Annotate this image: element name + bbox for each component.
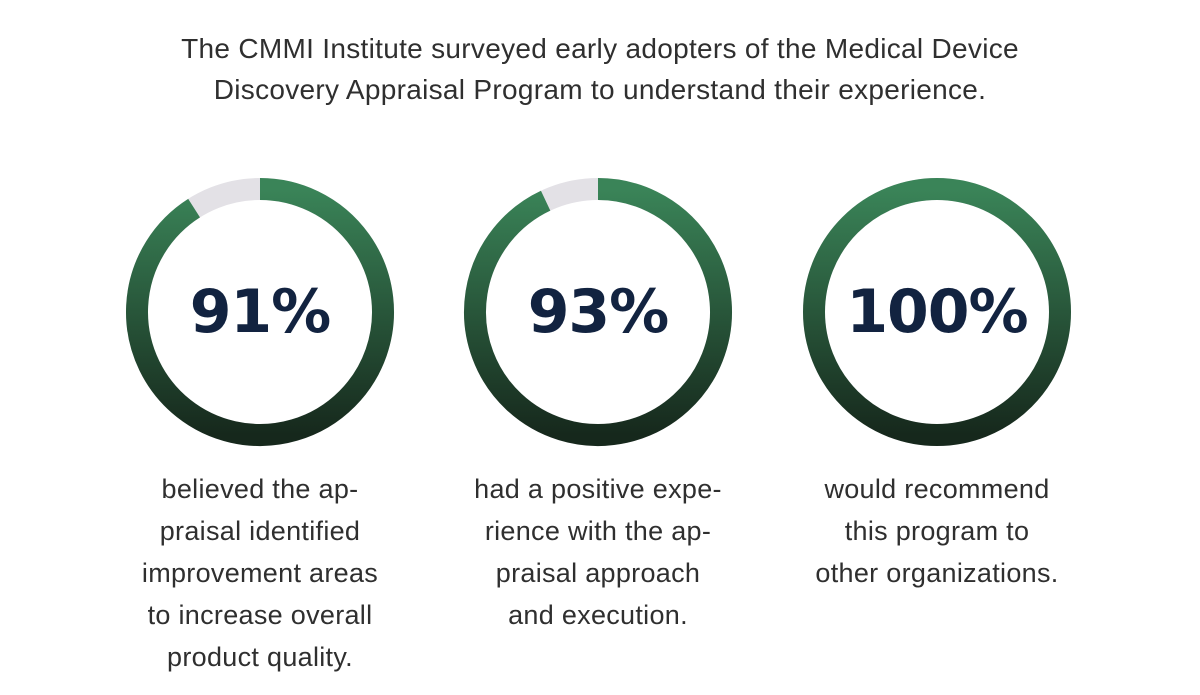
donut-ring-1: 91% — [120, 172, 400, 452]
description-line: rience with the ap- — [484, 516, 712, 546]
donut-chart-2 — [464, 178, 733, 446]
stat-description-2: had a positive expe- rience with the ap-… — [428, 468, 768, 636]
donut-chart-1 — [126, 178, 394, 446]
intro-line-2: Discovery Appraisal Program to understan… — [213, 74, 987, 105]
description-line: other organizations. — [815, 558, 1059, 588]
description-line: had a positive expe- — [474, 474, 722, 504]
description-line: product quality. — [167, 642, 353, 672]
donut-value-arc — [803, 178, 1071, 446]
intro-line-1: The CMMI Institute surveyed early adopte… — [181, 33, 1019, 64]
donut-value-arc — [126, 178, 394, 446]
donut-ring-2: 93% — [458, 172, 738, 452]
percentage-value-2: 93% — [527, 277, 670, 347]
description-line: to increase overall — [147, 600, 373, 630]
percentage-value-3: 100% — [846, 277, 1028, 347]
description-line: believed the ap- — [161, 474, 359, 504]
description-line: would recommend — [824, 474, 1050, 504]
description-line: praisal identified — [159, 516, 361, 546]
donut-value-arc — [464, 178, 733, 446]
donut-ring-3: 100% — [797, 172, 1077, 452]
stat-block-3: 100% — [797, 172, 1077, 452]
description-line: this program to — [844, 516, 1030, 546]
donut-chart-3 — [803, 178, 1071, 446]
percentage-value-1: 91% — [189, 277, 332, 347]
stat-description-1: believed the ap- praisal identified impr… — [90, 468, 430, 678]
description-line: improvement areas — [141, 558, 379, 588]
description-line: and execution. — [508, 600, 688, 630]
stat-block-1: 91% — [120, 172, 400, 452]
stat-block-2: 93% — [458, 172, 738, 452]
stat-description-3: would recommend this program to other or… — [767, 468, 1107, 594]
intro-text: The CMMI Institute surveyed early adopte… — [0, 28, 1200, 110]
description-line: praisal approach — [495, 558, 701, 588]
